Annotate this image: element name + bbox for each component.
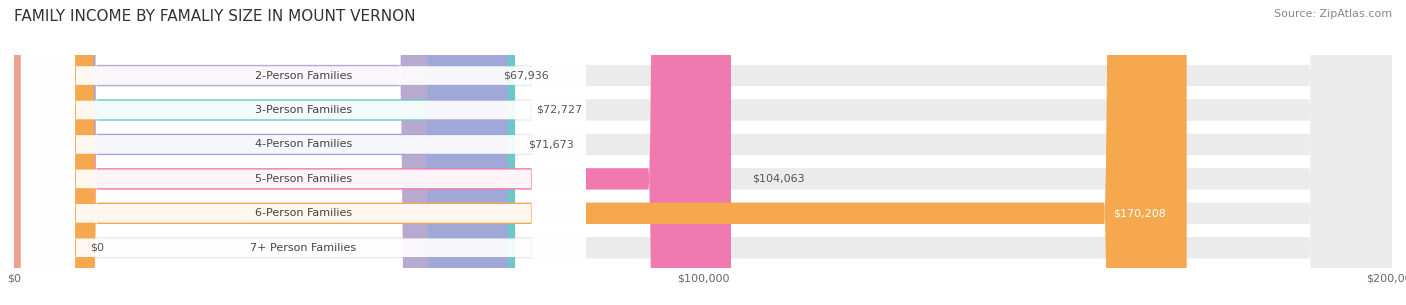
Text: 6-Person Families: 6-Person Families xyxy=(254,208,352,218)
Text: 5-Person Families: 5-Person Families xyxy=(254,174,352,184)
FancyBboxPatch shape xyxy=(21,0,586,305)
Text: 2-Person Families: 2-Person Families xyxy=(254,70,352,81)
FancyBboxPatch shape xyxy=(14,0,1392,305)
Text: $0: $0 xyxy=(90,243,104,253)
FancyBboxPatch shape xyxy=(21,0,586,305)
FancyBboxPatch shape xyxy=(14,0,1392,305)
Text: Source: ZipAtlas.com: Source: ZipAtlas.com xyxy=(1274,9,1392,19)
FancyBboxPatch shape xyxy=(14,0,508,305)
Text: FAMILY INCOME BY FAMALIY SIZE IN MOUNT VERNON: FAMILY INCOME BY FAMALIY SIZE IN MOUNT V… xyxy=(14,9,416,24)
FancyBboxPatch shape xyxy=(14,0,1187,305)
FancyBboxPatch shape xyxy=(14,0,731,305)
FancyBboxPatch shape xyxy=(14,0,1392,305)
FancyBboxPatch shape xyxy=(14,0,69,305)
Text: 4-Person Families: 4-Person Families xyxy=(254,139,352,149)
Text: $170,208: $170,208 xyxy=(1114,208,1166,218)
FancyBboxPatch shape xyxy=(14,0,482,305)
FancyBboxPatch shape xyxy=(14,0,515,305)
Text: $67,936: $67,936 xyxy=(503,70,548,81)
Text: $72,727: $72,727 xyxy=(536,105,582,115)
FancyBboxPatch shape xyxy=(21,0,586,305)
Text: 7+ Person Families: 7+ Person Families xyxy=(250,243,357,253)
Text: $104,063: $104,063 xyxy=(752,174,804,184)
Text: $71,673: $71,673 xyxy=(529,139,574,149)
FancyBboxPatch shape xyxy=(21,0,586,305)
Text: 3-Person Families: 3-Person Families xyxy=(254,105,352,115)
FancyBboxPatch shape xyxy=(14,0,1392,305)
FancyBboxPatch shape xyxy=(14,0,1392,305)
FancyBboxPatch shape xyxy=(21,0,586,305)
FancyBboxPatch shape xyxy=(21,0,586,305)
FancyBboxPatch shape xyxy=(14,0,1392,305)
